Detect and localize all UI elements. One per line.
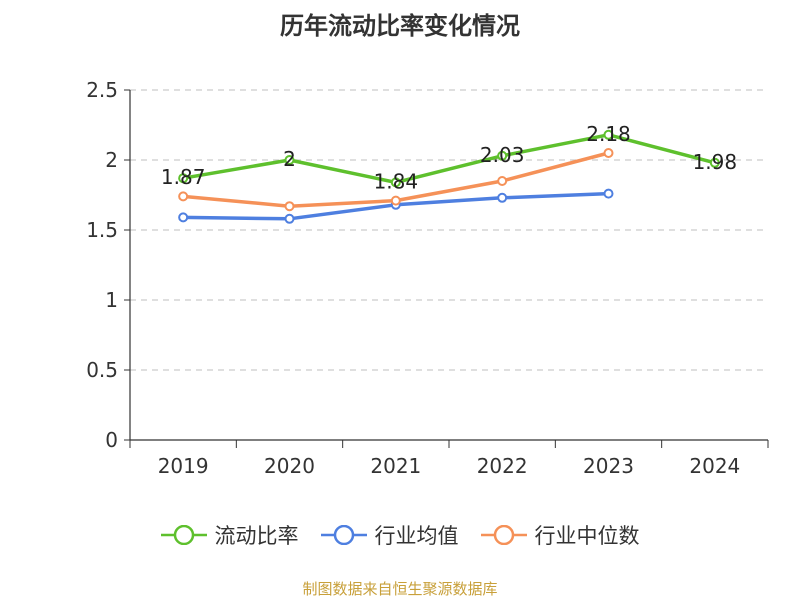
data-label: 1.84 [374,169,419,193]
y-tick-label: 1 [105,288,118,312]
legend-line-marker-icon [320,525,367,545]
data-label: 2.03 [480,143,525,167]
x-tick-label: 2024 [689,454,740,478]
legend-item-current-ratio[interactable]: 流动比率 [160,520,299,550]
y-tick-label: 1.5 [86,218,118,242]
data-point [497,150,508,161]
data-label: 2 [283,147,296,171]
source-note: 制图数据来自恒生聚源数据库 [302,580,498,598]
data-label: 1.87 [161,165,206,189]
y-tick-label: 2.5 [86,78,118,102]
series-line [181,133,717,185]
y-tick-label: 0 [105,428,118,452]
data-point [284,155,295,165]
x-tick-label: 2021 [370,454,421,478]
axis-layer: 0 0.5 1 1.5 2 2.5 2019 2020 2021 2022 2023 2024 [86,78,769,478]
data-point [603,188,614,199]
legend-label: 行业均值 [374,524,459,548]
data-point [178,173,189,184]
x-tick-label: 2023 [583,454,634,478]
data-point [603,148,614,158]
legend-line-marker-icon [480,525,527,545]
y-tick-label: 2 [105,148,118,172]
legend-label: 流动比率 [214,524,299,548]
chart-title: 历年流动比率变化情况 [280,12,520,40]
legend-line-marker-icon [160,525,207,545]
series-layer [178,129,720,224]
data-point [284,201,295,212]
legend: 流动比率 行业均值 行业中位数 [0,520,800,550]
data-label: 2.18 [586,122,631,146]
data-point [178,191,189,202]
data-label-layer: 1.87 2 1.84 2.03 2.18 1.98 [161,122,737,194]
data-point [709,157,720,168]
x-tick-label: 2020 [264,454,315,478]
data-point [497,176,508,186]
data-point [497,192,508,203]
x-tick-label: 2022 [477,454,528,478]
y-tick-label: 0.5 [86,358,118,382]
legend-item-industry-median[interactable]: 行业中位数 [480,520,640,550]
data-point [603,129,614,140]
grid-layer [130,89,768,371]
data-point [390,177,401,188]
data-point [390,195,401,206]
x-tick-label: 2019 [158,454,209,478]
data-point [284,213,295,224]
legend-label: 行业中位数 [534,524,640,548]
data-point [178,212,189,223]
data-label: 1.98 [693,150,738,174]
legend-item-industry-mean[interactable]: 行业均值 [320,520,459,550]
